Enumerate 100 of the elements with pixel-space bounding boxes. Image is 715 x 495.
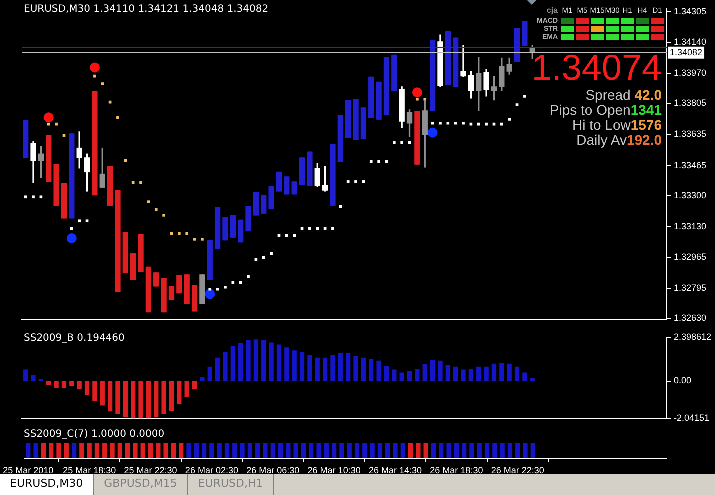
bar <box>484 366 489 382</box>
candlestick <box>176 276 182 294</box>
candlestick <box>353 99 359 140</box>
point <box>55 122 58 126</box>
bar <box>507 364 512 382</box>
chart-title: SS2009_B 0.194460 <box>24 333 125 344</box>
bar <box>138 381 144 419</box>
point <box>431 122 434 125</box>
bar <box>492 364 497 382</box>
x-tick-label: 26 Mar 02:30 <box>185 465 238 476</box>
candlestick <box>307 152 313 186</box>
bar <box>392 370 397 382</box>
point <box>428 128 438 138</box>
bar <box>177 381 182 404</box>
candlestick <box>384 56 390 116</box>
bar <box>292 350 297 382</box>
candlestick <box>168 286 175 300</box>
point <box>232 281 235 284</box>
point <box>140 181 142 184</box>
point <box>208 288 212 291</box>
point <box>332 227 334 230</box>
point <box>485 122 488 126</box>
candlestick <box>276 172 282 192</box>
candlestick <box>246 206 252 232</box>
point <box>124 159 128 162</box>
bar <box>62 381 67 388</box>
point <box>162 214 166 217</box>
bar <box>276 344 282 382</box>
candlestick <box>222 217 228 241</box>
bar <box>369 360 374 382</box>
candlestick <box>392 54 398 92</box>
candlestick <box>161 278 167 313</box>
point <box>392 141 396 144</box>
bar <box>422 364 428 382</box>
bar <box>169 381 174 412</box>
point <box>516 104 519 106</box>
bar <box>108 381 113 412</box>
candlestick <box>368 76 374 118</box>
bar <box>223 352 228 382</box>
y-tick-label: 1.33130 <box>674 222 707 232</box>
candlestick <box>54 164 60 206</box>
bar <box>200 377 205 382</box>
point <box>24 196 28 199</box>
bar <box>215 358 220 382</box>
bar <box>269 342 274 382</box>
y-tick-label: 1.32630 <box>674 313 707 324</box>
point <box>454 122 458 125</box>
candlestick <box>92 91 98 196</box>
candlestick <box>522 21 528 46</box>
bar <box>238 343 244 382</box>
annotation: Daily Av192.0 <box>576 132 662 148</box>
bar <box>400 372 404 382</box>
candlestick <box>154 272 160 287</box>
bar <box>438 360 443 382</box>
bar <box>330 354 336 382</box>
text: EURUSD,H1 <box>188 474 274 495</box>
candlestick <box>115 190 121 292</box>
candlestick <box>138 234 144 272</box>
candlestick <box>360 108 367 140</box>
candlestick <box>268 186 274 209</box>
point <box>508 118 512 121</box>
candlestick <box>214 207 221 250</box>
point <box>416 98 419 101</box>
point <box>116 116 120 120</box>
bar <box>92 381 98 402</box>
text: GBPUSD,M15 <box>94 474 188 495</box>
point <box>378 160 380 164</box>
annotation: Pips to Open1341 <box>548 102 662 118</box>
y-tick-label: -2.04151 <box>674 413 710 424</box>
text: EURUSD,M30 <box>0 474 94 495</box>
point <box>101 82 104 86</box>
bar <box>146 381 152 419</box>
bar <box>208 366 212 382</box>
point <box>278 234 281 237</box>
candlestick <box>261 194 267 214</box>
bar <box>131 381 136 419</box>
candlestick <box>414 112 420 165</box>
point <box>354 180 358 184</box>
point <box>40 196 43 199</box>
bar <box>500 363 504 382</box>
bar <box>84 381 90 396</box>
candlestick <box>46 135 52 182</box>
point <box>78 220 82 223</box>
candlestick <box>146 266 152 313</box>
bar <box>192 381 198 390</box>
annotation: Spread 42.0 <box>584 87 662 103</box>
bar <box>308 354 312 382</box>
point <box>524 95 526 98</box>
x-tick-label: 25 Mar 2010 <box>3 465 54 476</box>
candlestick <box>253 192 260 216</box>
annotation: Hi to Low1576 <box>572 117 662 133</box>
point <box>86 220 89 223</box>
point <box>477 122 480 126</box>
candlestick <box>207 240 213 280</box>
candlestick <box>192 285 198 312</box>
y-tick-label: 1.33805 <box>674 98 707 108</box>
point <box>262 256 266 260</box>
point <box>90 62 100 73</box>
bar <box>430 360 436 382</box>
point <box>346 180 350 184</box>
